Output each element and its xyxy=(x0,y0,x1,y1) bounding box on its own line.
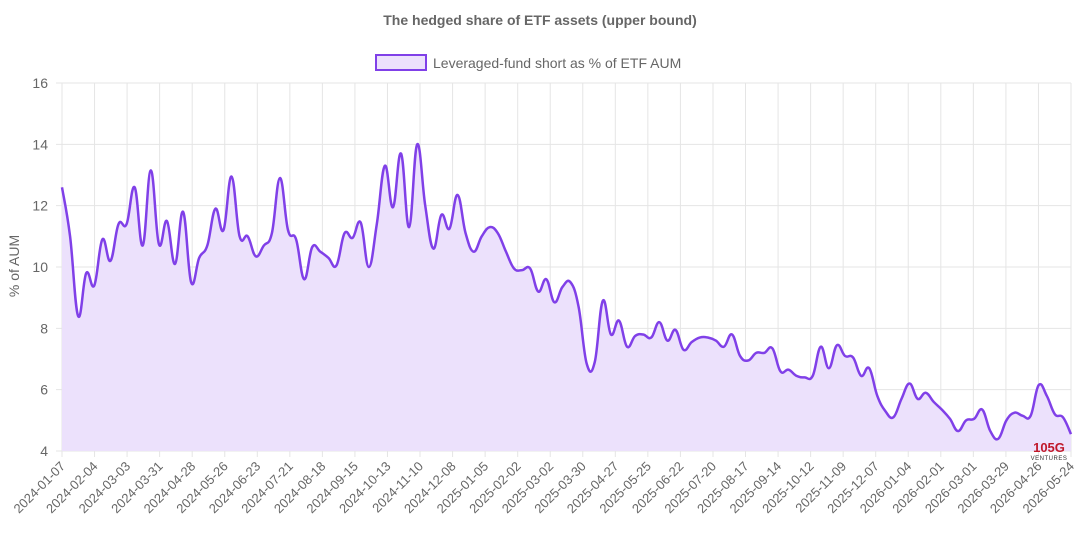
y-axis-ticks: 4 6 8 10 12 14 16 xyxy=(32,75,48,459)
series-line xyxy=(60,143,1073,441)
y-tick-label: 8 xyxy=(40,320,48,336)
y-tick-label: 6 xyxy=(40,382,48,398)
legend-swatch[interactable] xyxy=(375,54,427,71)
legend[interactable]: Leveraged-fund short as % of ETF AUM xyxy=(375,54,681,71)
y-tick-label: 12 xyxy=(32,198,48,214)
y-axis-label: % of AUM xyxy=(6,235,22,297)
y-tick-label: 10 xyxy=(32,259,48,275)
area-layer xyxy=(60,143,1073,451)
chart-title: The hedged share of ETF assets (upper bo… xyxy=(383,12,696,28)
watermark-text: 105G xyxy=(1033,440,1065,455)
legend-label[interactable]: Leveraged-fund short as % of ETF AUM xyxy=(433,55,681,71)
y-tick-label: 14 xyxy=(32,136,48,152)
y-tick-label: 16 xyxy=(32,75,48,91)
x-axis-ticks: 2024-01-072024-02-042024-03-032024-03-31… xyxy=(10,459,1077,517)
watermark-logo: 105G VENTURES xyxy=(1031,440,1068,462)
watermark-subtext: VENTURES xyxy=(1031,456,1068,462)
series-area-fill xyxy=(62,144,1071,451)
y-tick-label: 4 xyxy=(40,443,48,459)
